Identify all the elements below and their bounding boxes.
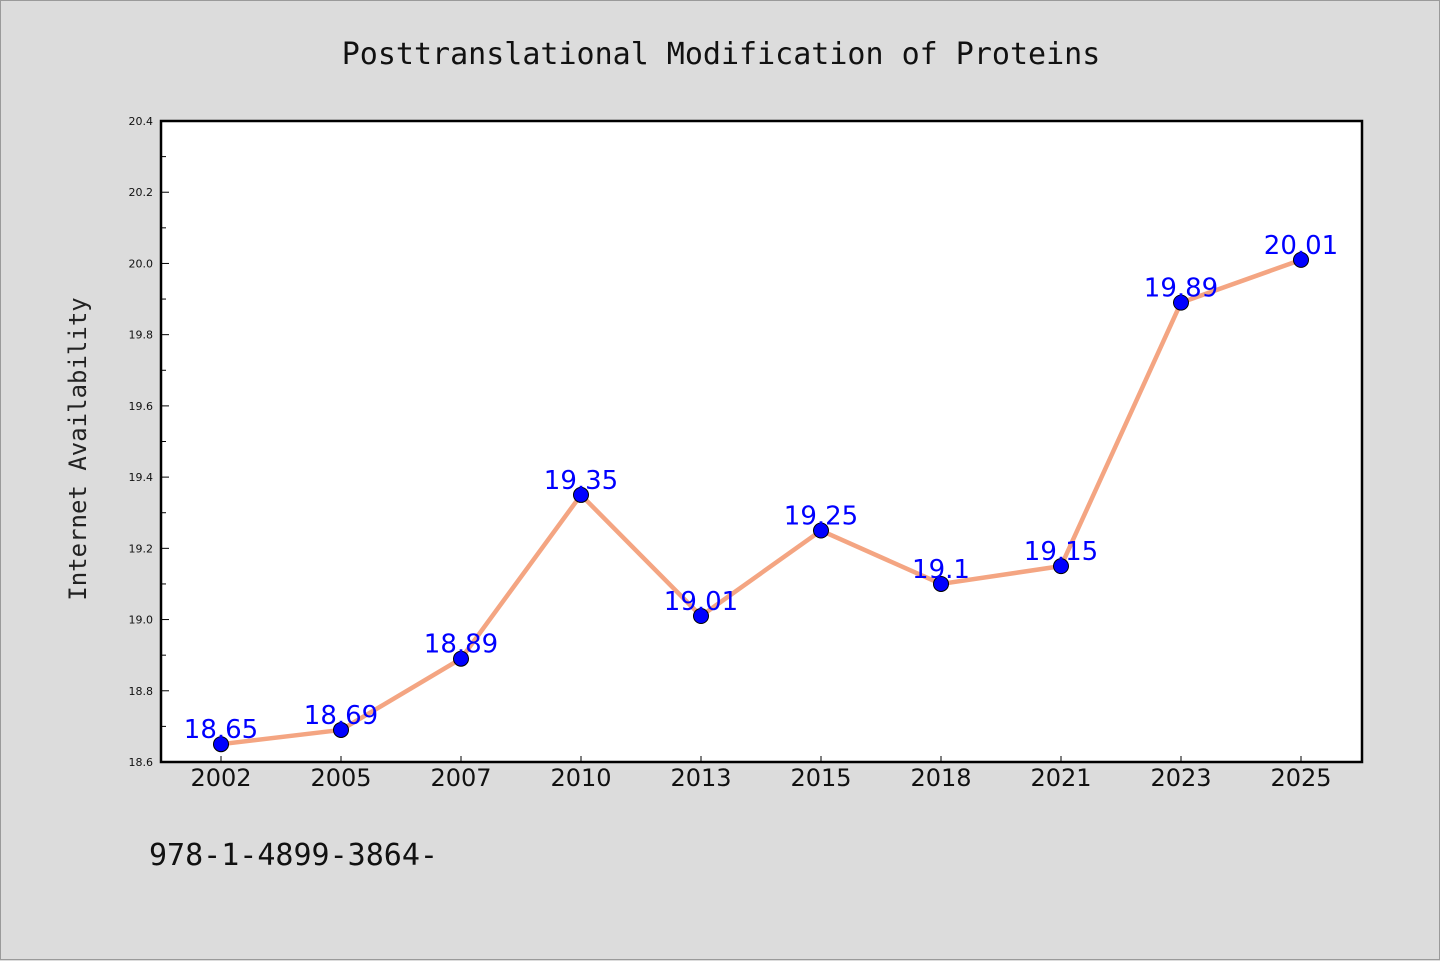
data-point — [213, 736, 229, 753]
y-axis-label: Internet Availability — [64, 297, 92, 600]
x-tick-label: 2023 — [1150, 764, 1211, 792]
data-point — [573, 486, 589, 503]
data-point — [333, 721, 349, 738]
footer-code: 978-1-4899-3864- — [149, 838, 438, 873]
chart-title: Posttranslational Modification of Protei… — [342, 37, 1101, 72]
data-point — [1293, 251, 1309, 268]
data-point — [1053, 558, 1069, 575]
y-axis: 18.6 18.8 19.0 19.2 19.4 19.6 19.8 20.0 20.2 20.4 — [129, 115, 169, 769]
x-tick-label: 2007 — [430, 764, 491, 792]
data-point — [933, 575, 949, 592]
y-tick-label: 19.4 — [129, 471, 154, 484]
y-tick-label: 19.8 — [129, 329, 154, 342]
data-point — [1173, 294, 1189, 311]
plot-area — [159, 119, 1364, 764]
y-tick-label: 19.0 — [129, 614, 154, 627]
data-label: 19.01 — [664, 587, 738, 617]
data-label: 20.01 — [1264, 231, 1338, 261]
data-point — [693, 607, 709, 624]
data-label: 18.69 — [304, 701, 378, 731]
x-tick-label: 2013 — [670, 764, 731, 792]
y-tick-label: 20.4 — [129, 115, 154, 128]
series-line — [220, 257, 1302, 747]
series-markers — [213, 251, 1309, 753]
data-label: 19.89 — [1144, 274, 1218, 304]
data-labels: 18.65 18.69 18.89 19.35 19.01 19.25 19.1 19.15 1… — [184, 231, 1338, 745]
x-axis: 2002 2005 2007 2010 2013 2015 2018 2021 2023 2025 — [190, 756, 1332, 792]
y-tick-label: 19.6 — [129, 400, 154, 413]
data-label: 19.35 — [544, 466, 618, 496]
y-tick-label: 18.6 — [129, 756, 154, 769]
x-tick-label: 2025 — [1270, 764, 1331, 792]
x-tick-label: 2018 — [910, 764, 971, 792]
y-tick-label: 19.2 — [129, 542, 154, 555]
data-label: 19.1 — [912, 555, 970, 585]
y-tick-label: 18.8 — [129, 685, 154, 698]
x-tick-label: 2010 — [550, 764, 611, 792]
data-label: 19.25 — [784, 502, 858, 532]
x-tick-label: 2002 — [190, 764, 251, 792]
x-tick-label: 2021 — [1030, 764, 1091, 792]
data-label: 19.15 — [1024, 537, 1098, 567]
data-point — [453, 650, 469, 667]
y-tick-label: 20.2 — [129, 186, 154, 199]
x-tick-label: 2015 — [790, 764, 851, 792]
data-point — [813, 522, 829, 539]
data-label: 18.65 — [184, 715, 258, 745]
x-tick-label: 2005 — [310, 764, 371, 792]
data-label: 18.89 — [424, 630, 498, 660]
y-tick-label: 20.0 — [129, 257, 154, 270]
